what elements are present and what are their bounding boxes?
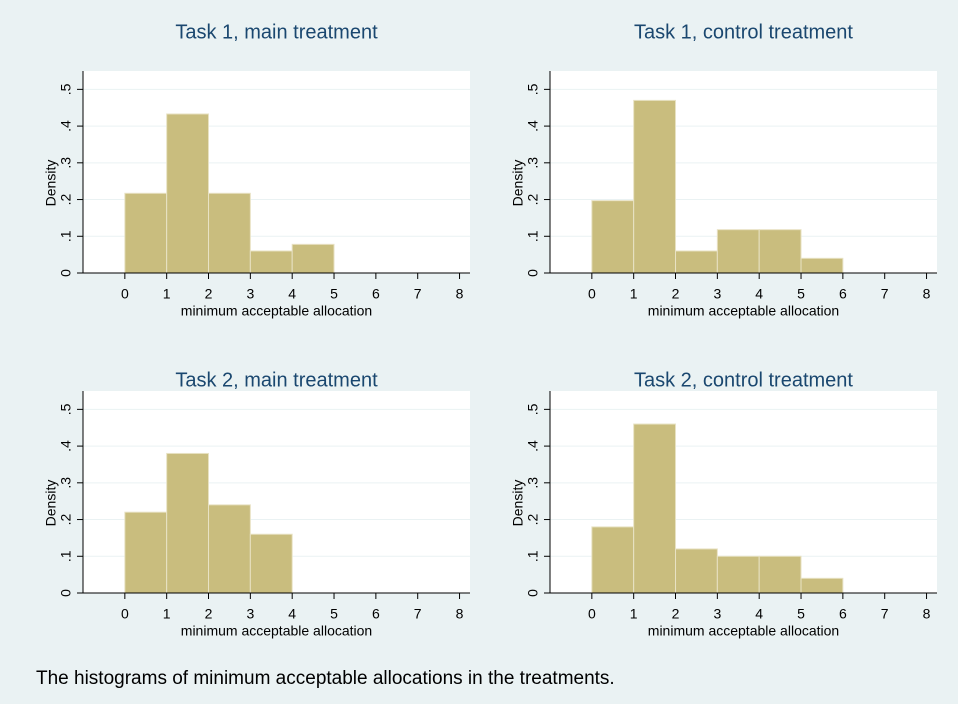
x-axis-label: minimum acceptable allocation xyxy=(181,303,372,319)
x-tick-label: 5 xyxy=(797,606,805,622)
y-tick-label: .4 xyxy=(58,440,74,452)
chart-title: Task 1, main treatment xyxy=(175,21,378,43)
x-tick-label: 0 xyxy=(588,286,596,302)
y-tick-label: .2 xyxy=(525,513,541,525)
chart-title: Task 2, main treatment xyxy=(175,369,378,391)
y-tick-label: .5 xyxy=(58,403,74,415)
x-tick-label: 7 xyxy=(414,286,422,302)
y-tick-label: .3 xyxy=(525,157,541,169)
x-tick-label: 3 xyxy=(246,606,254,622)
y-tick-label: .2 xyxy=(58,513,74,525)
y-tick-label: .1 xyxy=(525,230,541,242)
histogram-bar xyxy=(758,555,802,594)
chart-title: Task 2, control treatment xyxy=(634,369,853,391)
y-tick-label: 0 xyxy=(525,269,541,277)
histogram-bar xyxy=(716,229,760,274)
y-tick-label: .3 xyxy=(58,477,74,489)
y-tick-label: 0 xyxy=(525,589,541,597)
x-tick-label: 1 xyxy=(630,606,638,622)
x-tick-label: 1 xyxy=(630,286,638,302)
y-tick-label: .5 xyxy=(525,403,541,415)
x-tick-label: 8 xyxy=(923,606,931,622)
y-tick-label: .4 xyxy=(525,120,541,132)
y-tick-label: .5 xyxy=(525,83,541,95)
histogram-bar xyxy=(249,250,293,274)
y-tick-label: .2 xyxy=(58,193,74,205)
x-tick-label: 6 xyxy=(372,606,380,622)
histogram-bar xyxy=(591,526,635,594)
x-tick-label: 2 xyxy=(205,286,213,302)
y-tick-label: .1 xyxy=(525,550,541,562)
x-tick-label: 0 xyxy=(121,606,129,622)
x-tick-label: 7 xyxy=(881,286,889,302)
histogram-bar xyxy=(800,257,844,274)
x-tick-label: 4 xyxy=(288,286,296,302)
y-axis-label: Density xyxy=(510,160,526,207)
histogram-bar xyxy=(166,452,210,594)
x-tick-label: 2 xyxy=(672,286,680,302)
x-tick-label: 5 xyxy=(330,286,338,302)
x-tick-label: 0 xyxy=(588,606,596,622)
y-tick-label: .2 xyxy=(525,193,541,205)
chart-title: Task 1, control treatment xyxy=(634,21,853,43)
histogram-bar xyxy=(591,200,635,274)
x-axis-label: minimum acceptable allocation xyxy=(181,623,372,639)
x-tick-label: 0 xyxy=(121,286,129,302)
x-tick-label: 4 xyxy=(755,286,763,302)
x-tick-label: 6 xyxy=(372,286,380,302)
histogram-bar xyxy=(758,229,802,274)
histogram-bar xyxy=(633,423,677,594)
x-tick-label: 8 xyxy=(456,606,464,622)
histogram-bar xyxy=(633,99,677,274)
x-tick-label: 4 xyxy=(288,606,296,622)
y-tick-label: 0 xyxy=(58,589,74,597)
x-tick-label: 2 xyxy=(672,606,680,622)
y-tick-label: .3 xyxy=(58,157,74,169)
y-tick-label: .5 xyxy=(58,83,74,95)
x-tick-label: 6 xyxy=(839,286,847,302)
x-tick-label: 1 xyxy=(163,286,171,302)
histogram-bar xyxy=(716,555,760,594)
y-tick-label: .1 xyxy=(58,230,74,242)
x-tick-label: 1 xyxy=(163,606,171,622)
y-axis-label: Density xyxy=(43,160,59,207)
x-tick-label: 7 xyxy=(414,606,422,622)
histogram-bar xyxy=(249,533,293,594)
x-axis-label: minimum acceptable allocation xyxy=(648,303,839,319)
y-tick-label: 0 xyxy=(58,269,74,277)
x-tick-label: 7 xyxy=(881,606,889,622)
histogram-bar xyxy=(166,113,210,274)
histogram-bar xyxy=(291,243,335,274)
y-tick-label: .4 xyxy=(525,440,541,452)
histogram-bar xyxy=(675,250,718,274)
x-tick-label: 5 xyxy=(330,606,338,622)
histogram-bar xyxy=(124,511,168,594)
caption: The histograms of minimum acceptable all… xyxy=(36,668,615,689)
x-tick-label: 2 xyxy=(205,606,213,622)
histogram-bar xyxy=(800,577,844,594)
histogram-bar xyxy=(208,192,251,274)
histogram-bar xyxy=(208,504,251,594)
x-tick-label: 6 xyxy=(839,606,847,622)
y-tick-label: .1 xyxy=(58,550,74,562)
x-tick-label: 4 xyxy=(755,606,763,622)
y-tick-label: .3 xyxy=(525,477,541,489)
x-tick-label: 8 xyxy=(923,286,931,302)
x-axis-label: minimum acceptable allocation xyxy=(648,623,839,639)
x-tick-label: 3 xyxy=(713,606,721,622)
y-tick-label: .4 xyxy=(58,120,74,132)
x-tick-label: 3 xyxy=(713,286,721,302)
y-axis-label: Density xyxy=(43,480,59,527)
x-tick-label: 3 xyxy=(246,286,254,302)
histogram-bar xyxy=(675,548,718,594)
x-tick-label: 8 xyxy=(456,286,464,302)
x-tick-label: 5 xyxy=(797,286,805,302)
histogram-bar xyxy=(124,192,168,274)
y-axis-label: Density xyxy=(510,480,526,527)
